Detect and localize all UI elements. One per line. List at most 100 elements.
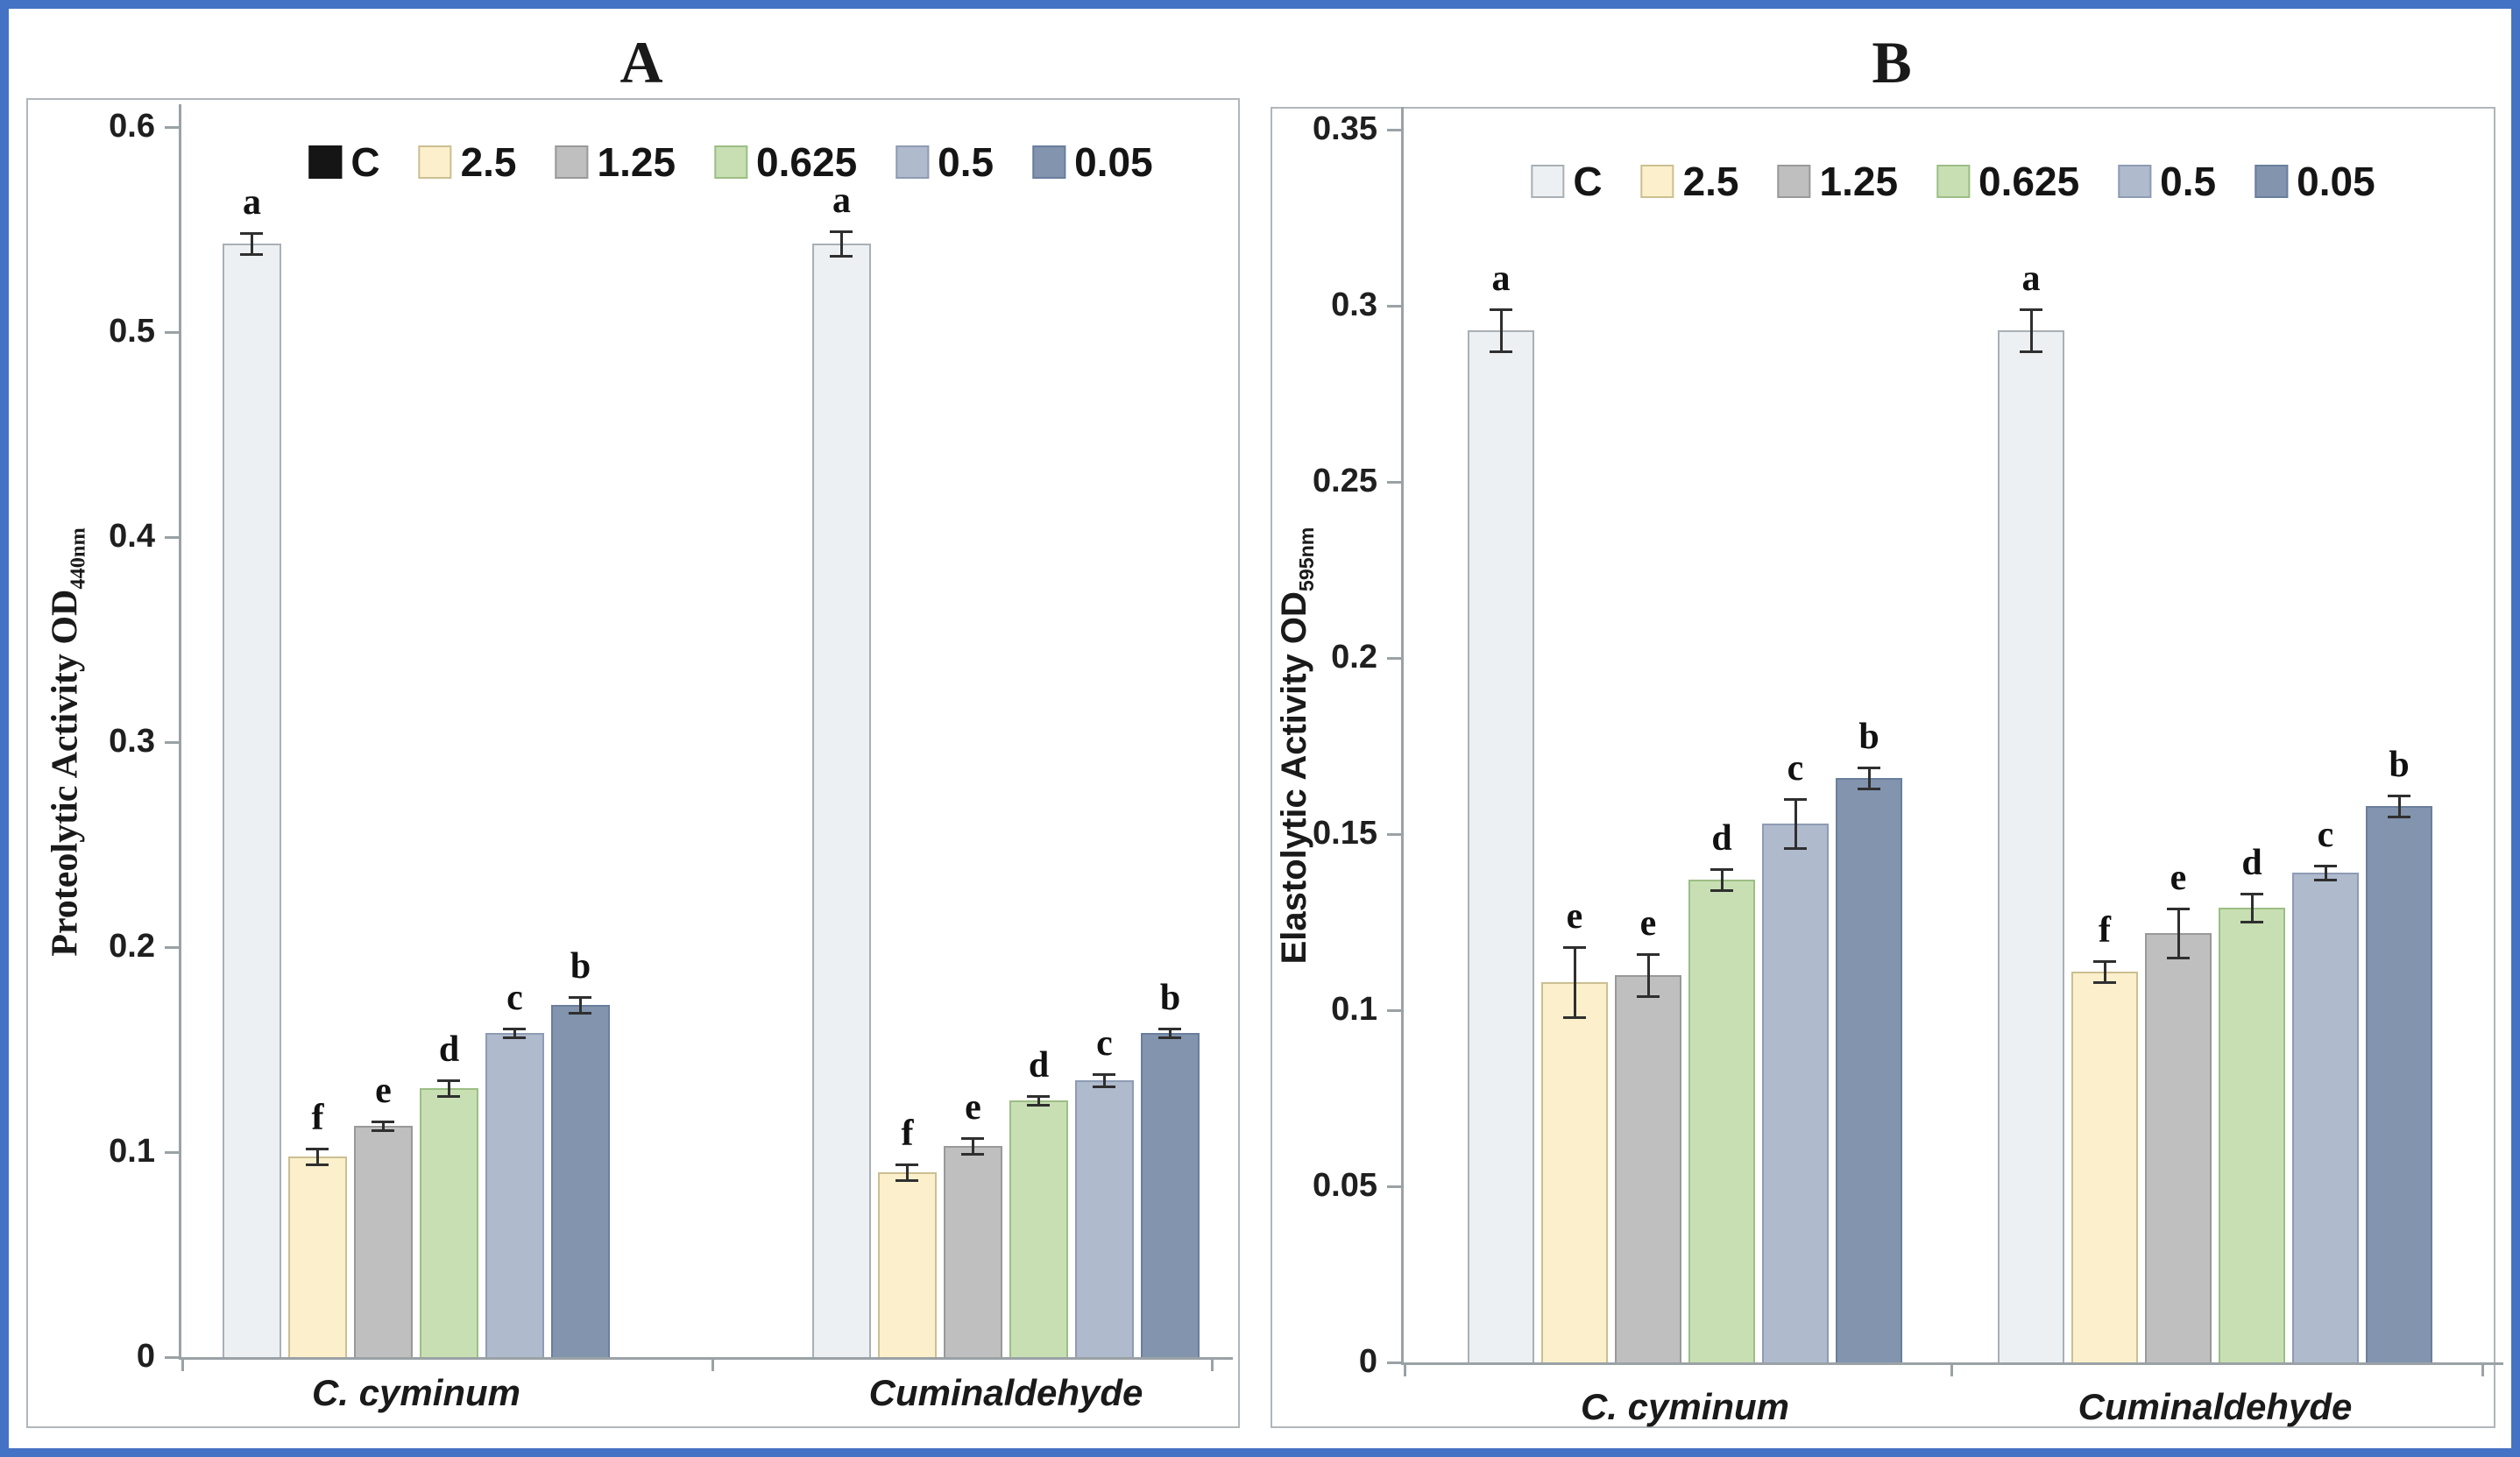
y-tick-label: 0.2 bbox=[109, 928, 155, 965]
bar-0_05-cuminaldehyde bbox=[2366, 806, 2432, 1362]
error-bar-cap-top bbox=[2314, 865, 2337, 867]
error-bar bbox=[2251, 894, 2254, 922]
significance-letter: c bbox=[2317, 815, 2334, 855]
significance-letter: f bbox=[901, 1114, 914, 1154]
error-bar bbox=[251, 233, 253, 254]
panel-b-chart: 0.35 0.3 0.25 0.2 0.15 0.1 0.05 0 Elastolytic Ac… bbox=[1271, 107, 2503, 1428]
error-bar-cap-top bbox=[1710, 868, 1733, 871]
error-bar bbox=[448, 1080, 450, 1096]
y-tick-mark bbox=[165, 1151, 179, 1154]
error-bar-cap-top bbox=[569, 996, 591, 999]
bar-0_5-c-cyminum bbox=[1762, 824, 1829, 1362]
error-bar bbox=[1868, 767, 1871, 789]
legend-item-C: C bbox=[308, 142, 380, 182]
legend-label: 2.5 bbox=[460, 139, 517, 185]
legend-swatch-icon bbox=[308, 145, 343, 179]
significance-letter: c bbox=[1096, 1023, 1113, 1064]
error-bar-cap-bottom bbox=[1093, 1086, 1115, 1088]
x-tick-mark bbox=[181, 1357, 184, 1371]
error-bar bbox=[2177, 909, 2180, 958]
y-tick-label: 0.5 bbox=[109, 313, 155, 350]
bar-2_5-cuminaldehyde bbox=[878, 1172, 937, 1357]
legend-label: 0.625 bbox=[1978, 159, 2080, 204]
legend-label: 1.25 bbox=[1819, 159, 1899, 204]
error-bar-cap-bottom bbox=[1158, 1036, 1181, 1039]
error-bar-cap-bottom bbox=[2314, 879, 2337, 881]
significance-letter: a bbox=[2021, 258, 2041, 299]
y-tick-label: 0.3 bbox=[1331, 286, 1377, 323]
significance-letter: d bbox=[2241, 843, 2262, 883]
y-axis-title-subscript: 595nm bbox=[1295, 527, 1318, 592]
error-bar bbox=[972, 1138, 974, 1154]
error-bar-cap-top bbox=[240, 232, 263, 235]
panel-a-chart: 0.6 0.5 0.4 0.3 0.2 0.1 0 Proteolytic Activity … bbox=[26, 98, 1240, 1428]
error-bar bbox=[1721, 869, 1724, 890]
bar-C-cuminaldehyde bbox=[812, 244, 871, 1357]
error-bar bbox=[1794, 799, 1797, 848]
y-tick-mark bbox=[165, 946, 179, 949]
significance-letter: e bbox=[2170, 858, 2187, 898]
error-bar-cap-top bbox=[895, 1163, 918, 1166]
error-bar bbox=[579, 997, 582, 1013]
x-tick-mark bbox=[1211, 1357, 1214, 1371]
error-bar bbox=[513, 1029, 516, 1037]
error-bar-cap-top bbox=[1784, 798, 1807, 801]
bar-0_625-c-cyminum bbox=[420, 1088, 478, 1357]
legend-item-0_625: 0.625 bbox=[714, 142, 857, 182]
y-axis-title-subscript: 440nm bbox=[66, 527, 90, 590]
error-bar-cap-bottom bbox=[1858, 788, 1880, 790]
y-tick-mark bbox=[1387, 129, 1401, 131]
error-bar bbox=[1169, 1029, 1172, 1037]
y-tick-label: 0.35 bbox=[1313, 110, 1377, 147]
significance-letter: e bbox=[1566, 896, 1583, 937]
error-bar-cap-top bbox=[2167, 908, 2190, 910]
legend-swatch-icon bbox=[418, 145, 452, 179]
legend-swatch-icon bbox=[1531, 165, 1565, 198]
error-bar-cap-bottom bbox=[2020, 350, 2042, 353]
legend-item-1_25: 1.25 bbox=[555, 139, 676, 185]
y-axis-title: Proteolytic Activity OD440nm bbox=[45, 527, 90, 957]
legend-label: 1.25 bbox=[597, 139, 676, 185]
error-bar-cap-top bbox=[372, 1121, 394, 1123]
error-bar-cap-bottom bbox=[437, 1095, 460, 1098]
error-bar-cap-bottom bbox=[372, 1129, 394, 1132]
bar-1_25-c-cyminum bbox=[1615, 975, 1681, 1362]
category-label-c-cyminum: C. cyminum bbox=[311, 1372, 521, 1413]
y-axis-title: Elastolytic Activity OD595nm bbox=[1275, 527, 1318, 965]
error-bar-cap-bottom bbox=[830, 255, 853, 258]
error-bar-cap-top bbox=[830, 230, 853, 233]
error-bar bbox=[2030, 309, 2033, 351]
bar-0_5-cuminaldehyde bbox=[1075, 1080, 1134, 1357]
x-axis-line bbox=[179, 1357, 1233, 1360]
legend-swatch-icon bbox=[1032, 145, 1066, 179]
significance-letter: f bbox=[2099, 910, 2111, 951]
error-bar-cap-bottom bbox=[569, 1012, 591, 1015]
error-bar-cap-bottom bbox=[1563, 1016, 1586, 1019]
legend-item-0_5: 0.5 bbox=[2118, 161, 2216, 202]
error-bar-cap-bottom bbox=[1710, 889, 1733, 892]
error-bar bbox=[906, 1164, 909, 1180]
significance-letter: c bbox=[506, 978, 523, 1018]
bar-0_05-c-cyminum bbox=[1836, 778, 1902, 1362]
legend-label: C bbox=[1573, 159, 1603, 204]
legend-item-0_5: 0.5 bbox=[895, 142, 994, 182]
bar-1_25-c-cyminum bbox=[354, 1126, 413, 1357]
bar-0_05-cuminaldehyde bbox=[1141, 1033, 1200, 1357]
legend-label: 0.625 bbox=[756, 139, 858, 185]
legend-item-0_05: 0.05 bbox=[2255, 161, 2375, 202]
error-bar-cap-top bbox=[1858, 767, 1880, 769]
significance-letter: d bbox=[438, 1029, 460, 1070]
error-bar-cap-bottom bbox=[1784, 847, 1807, 850]
significance-letter: e bbox=[965, 1087, 981, 1128]
error-bar-cap-top bbox=[1563, 946, 1586, 949]
category-label-cuminaldehyde: Cuminaldehyde bbox=[2078, 1386, 2353, 1427]
y-tick-label: 0.25 bbox=[1313, 463, 1377, 499]
error-bar-cap-top bbox=[2388, 795, 2410, 797]
error-bar bbox=[2325, 866, 2327, 880]
y-tick-label: 0.3 bbox=[109, 723, 155, 760]
legend-label: 0.05 bbox=[1074, 139, 1153, 185]
significance-letter: b bbox=[2389, 745, 2410, 785]
error-bar-cap-top bbox=[1027, 1095, 1050, 1098]
error-bar bbox=[1500, 309, 1503, 351]
